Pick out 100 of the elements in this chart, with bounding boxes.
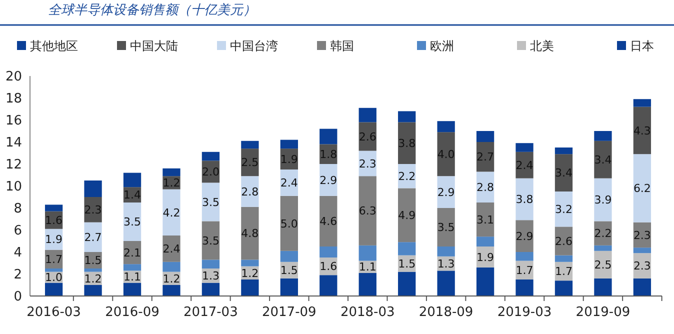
bar [437,246,455,256]
bar [594,221,612,246]
bar [241,260,259,266]
data-label: 2.0 [202,166,220,179]
data-label: 3.8 [398,136,416,150]
bar [320,246,338,258]
bar [554,154,573,192]
bar [594,245,612,251]
bar [123,282,142,296]
data-label: 1.6 [320,260,338,274]
y-tick-label: 18 [5,92,22,107]
bar [320,196,338,246]
y-tick-label: 4 [14,246,22,261]
data-label: 2.9 [320,174,338,187]
data-label: 2.9 [516,230,534,243]
x-tick-label: 2017-09 [262,305,316,320]
x-tick-label: 2018-03 [340,305,395,320]
y-tick-label: 0 [14,290,22,305]
bar [44,204,63,212]
bar [84,285,102,296]
bar [554,280,573,296]
data-label: 2.4 [280,176,298,190]
bar [516,280,534,296]
bar [280,250,298,262]
bar [202,221,220,260]
bar [358,245,376,261]
data-label: 3.4 [594,153,612,166]
data-label: 4.3 [633,124,651,138]
data-label: 1.5 [398,257,416,270]
bar [162,285,180,296]
legend-label: 日本 [630,39,654,54]
bar [398,272,416,296]
data-label: 1.2 [162,176,180,190]
bar [476,236,494,246]
legend-label: 欧洲 [430,39,454,54]
data-label: 2.6 [554,234,572,248]
data-label: 3.8 [516,193,534,206]
bar [241,280,259,296]
bar [476,142,494,172]
data-label: 2.2 [594,227,612,240]
bar [320,128,338,144]
bar [280,140,298,149]
data-label: 2.8 [241,185,259,198]
data-label: 3.5 [437,221,455,234]
bar [358,272,376,296]
data-label: 1.7 [516,264,534,277]
bar [162,236,180,262]
legend-label: 中国大陆 [130,39,178,54]
bar [633,278,652,296]
y-tick-label: 2 [14,268,22,283]
bar [633,99,652,107]
bar [202,152,220,161]
x-tick-label: 2017-03 [184,305,238,320]
y-tick-label: 6 [14,224,22,239]
data-label: 5.0 [280,217,298,230]
legend-label: 中国台湾 [230,39,278,54]
data-label: 2.3 [84,204,102,216]
bar [84,180,102,197]
bar [594,278,612,296]
bar [123,202,142,241]
bar [554,255,573,262]
data-label: 3.5 [202,234,220,248]
data-label: 2.4 [162,242,180,256]
legend-label: 北美 [530,39,554,54]
bar [84,268,102,272]
bar [162,189,180,236]
bar [320,275,338,296]
data-label: 2.3 [358,157,376,170]
x-tick-label: 2016-03 [26,305,81,320]
data-label: 1.7 [45,253,63,266]
data-label: 2.7 [476,150,494,164]
data-label: 4.0 [437,148,455,161]
data-label: 1.1 [124,270,142,284]
data-label: 1.8 [320,148,338,161]
bar [162,262,180,272]
bar [358,108,376,122]
bar [44,268,63,272]
bar [241,148,259,176]
data-label: 2.9 [437,186,455,199]
data-label: 1.1 [358,260,376,274]
bar [84,197,102,222]
data-label: 1.5 [280,264,298,277]
data-label: 1.4 [124,188,142,202]
data-label: 1.3 [202,270,220,282]
data-label: 1.2 [241,266,259,280]
bar [84,222,102,252]
bar [241,176,259,207]
data-label: 2.8 [476,180,494,194]
data-label: 3.5 [124,216,142,229]
bar [202,260,220,268]
data-label: 3.2 [554,202,572,216]
data-label: 4.6 [320,215,338,228]
bar [633,154,652,222]
bar [398,188,416,242]
data-label: 4.2 [162,206,180,220]
bar [594,250,612,278]
data-label: 6.2 [633,182,651,196]
x-tick-label: 2016-09 [105,305,160,320]
legend-label: 韩国 [330,39,354,54]
bar [241,206,259,260]
